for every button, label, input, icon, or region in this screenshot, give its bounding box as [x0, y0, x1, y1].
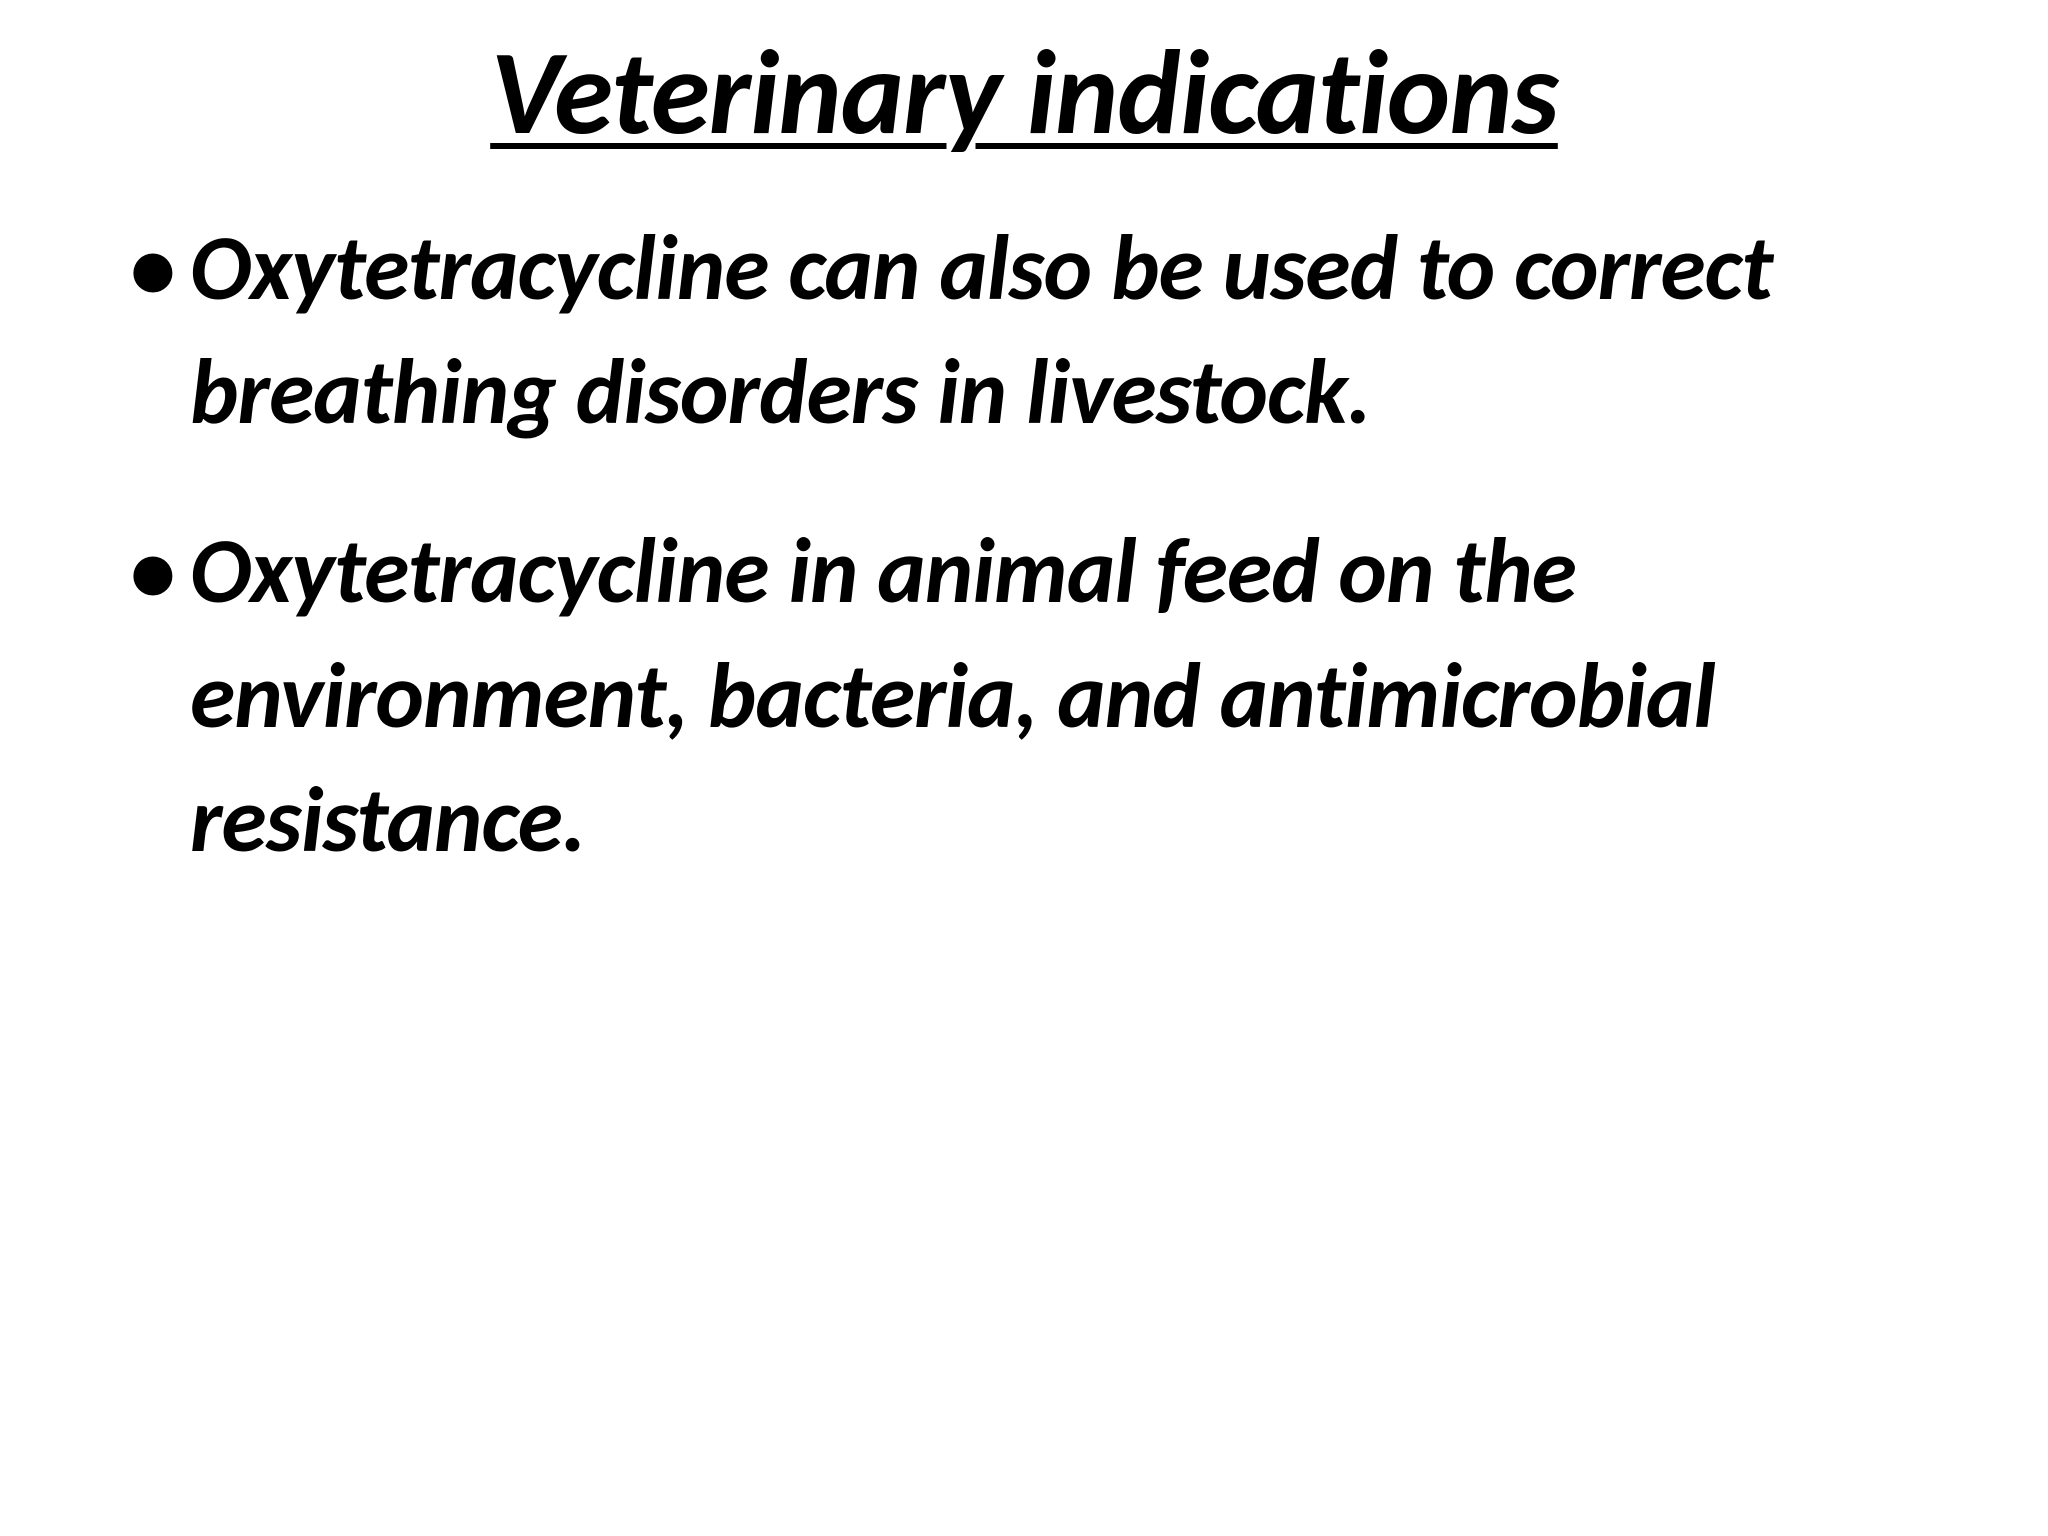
- slide-title: Veterinary indications: [80, 20, 1968, 166]
- list-item: Oxytetracycline can also be used to corr…: [130, 206, 1968, 454]
- bullet-list: Oxytetracycline can also be used to corr…: [80, 206, 1968, 882]
- list-item: Oxytetracycline in animal feed on the en…: [130, 509, 1968, 882]
